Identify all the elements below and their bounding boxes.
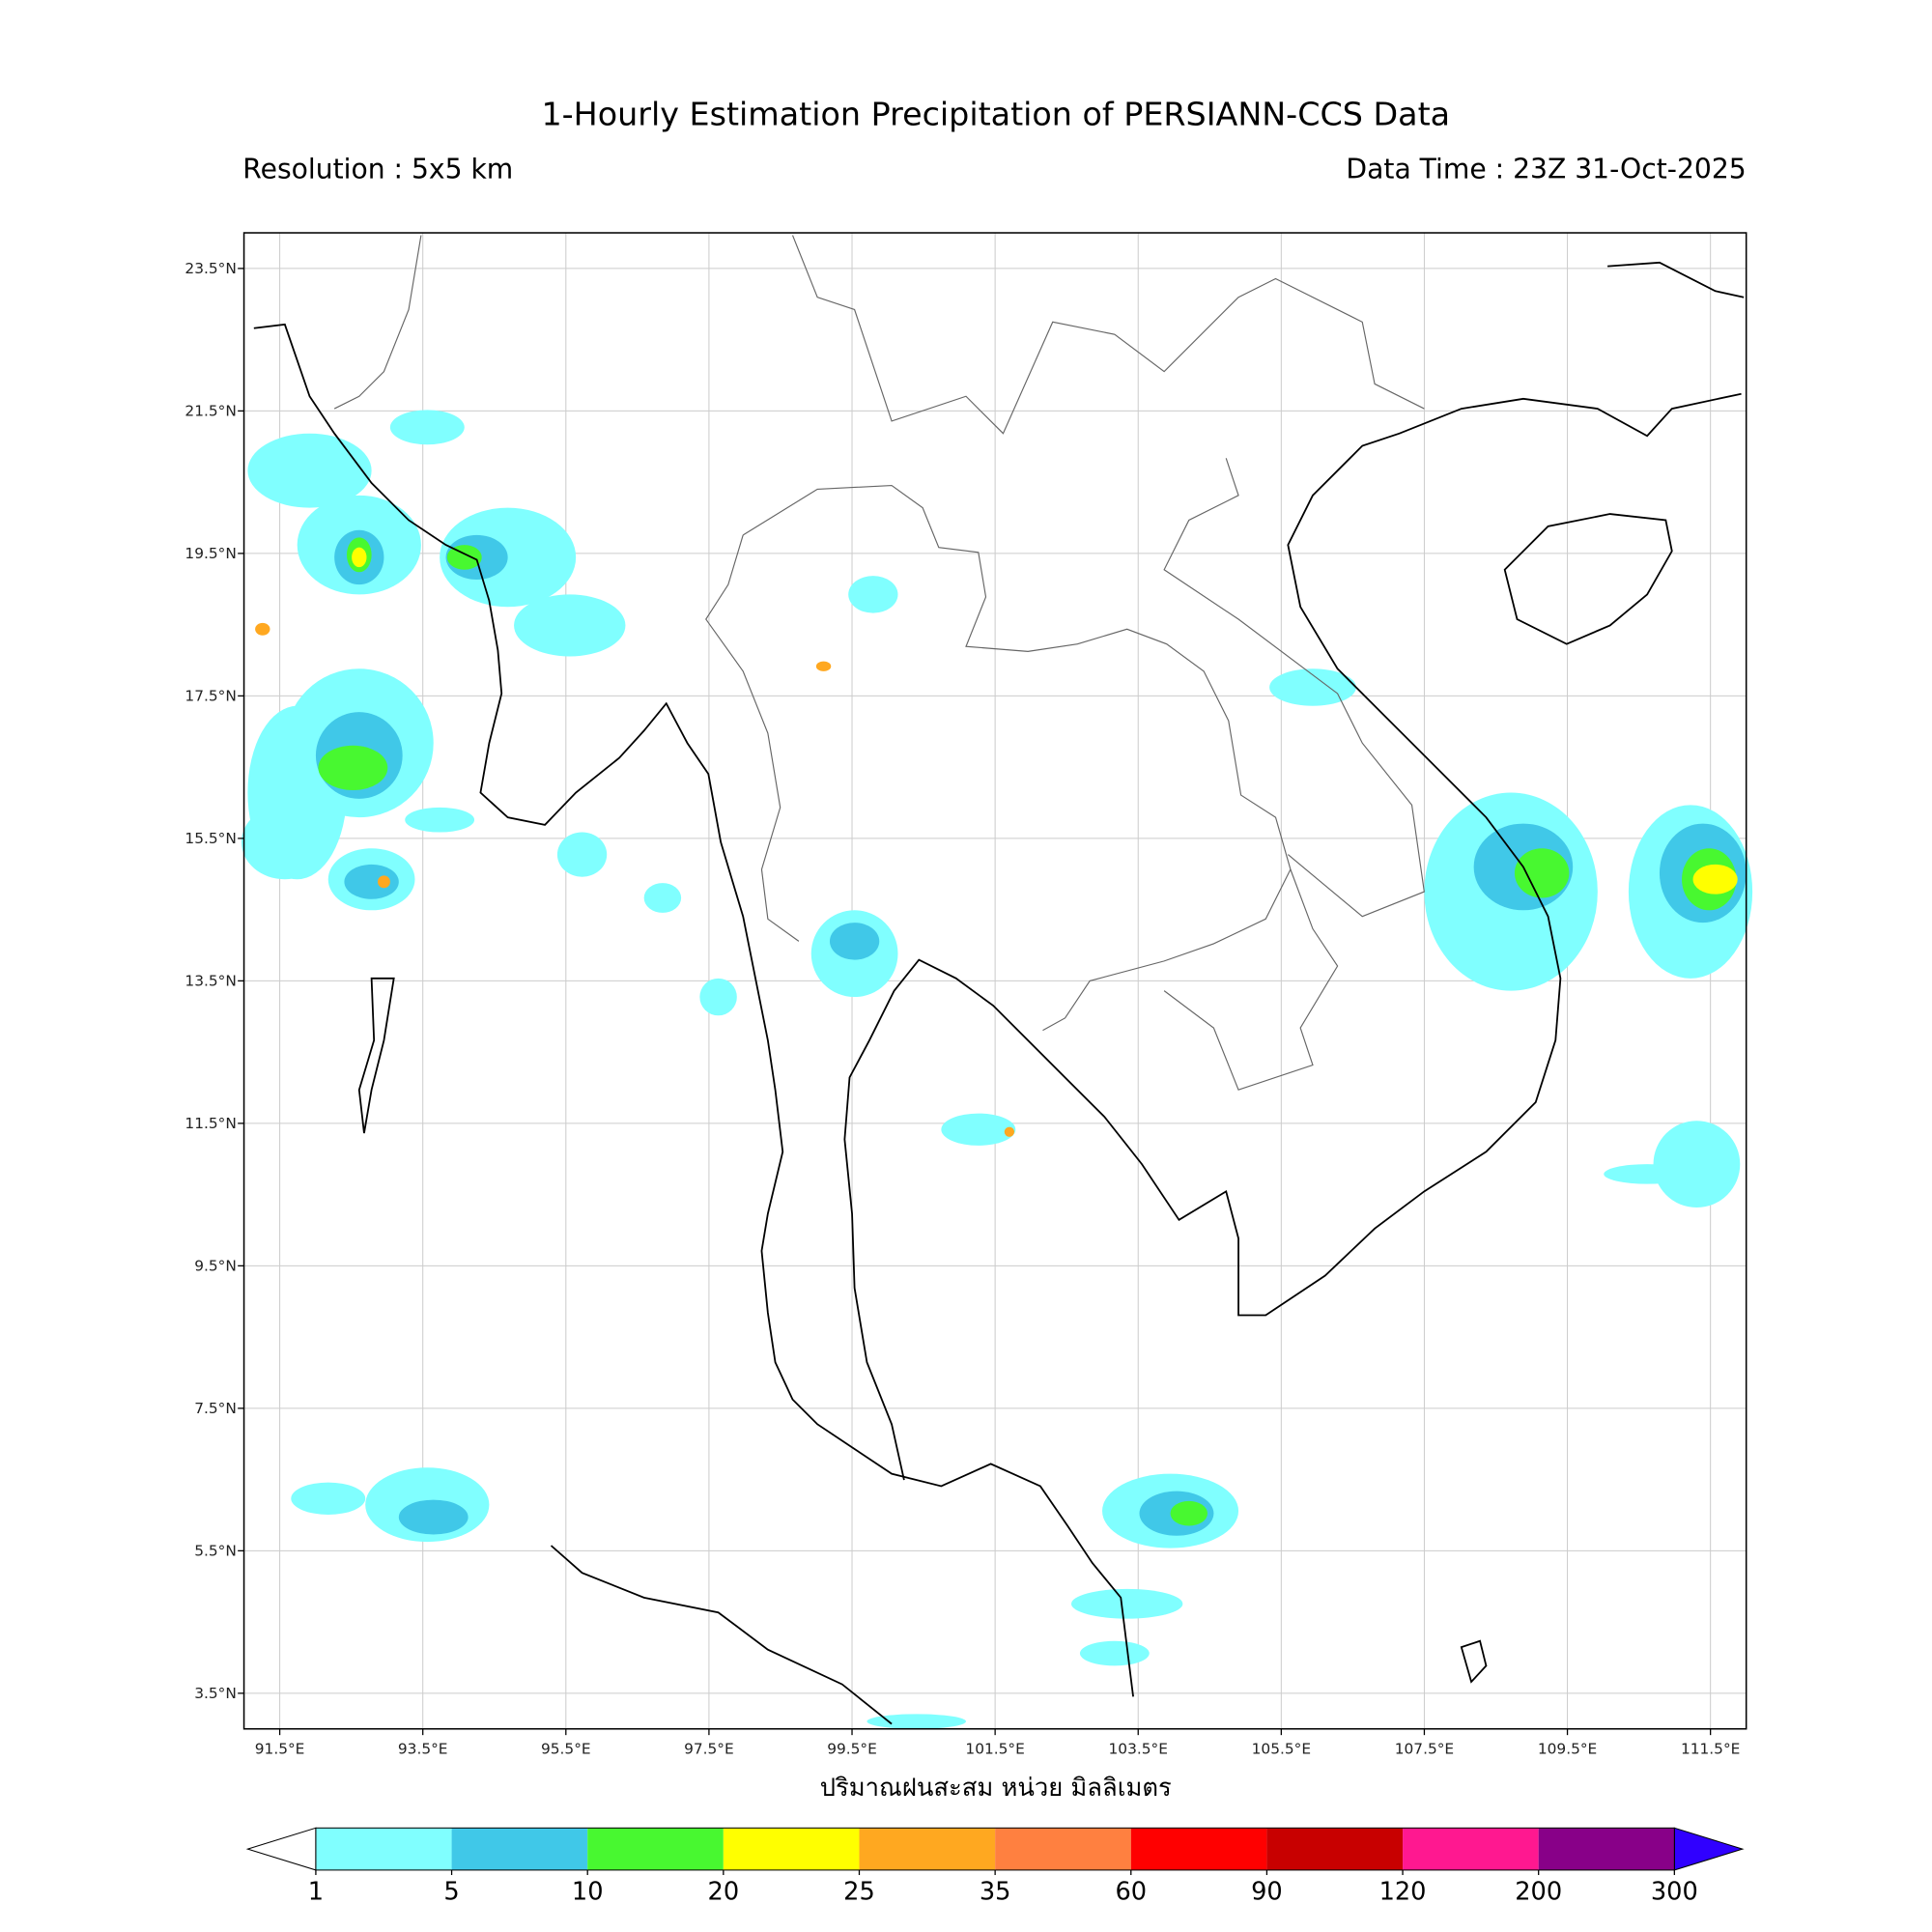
colorbar-bin [995,1828,1131,1870]
colorbar-label: ปริมาณฝนสะสม หน่วย มิลลิเมตร [820,1774,1172,1803]
colorbar-bin [1266,1828,1404,1870]
x-tick-label: 101.5°E [965,1740,1024,1757]
colorbar-bin [1130,1828,1267,1870]
y-tick-label: 7.5°N [194,1400,237,1417]
x-tick-label: 105.5°E [1252,1740,1311,1757]
colorbar-tick-label: 5 [443,1878,459,1907]
colorbar-tick-label: 200 [1515,1878,1562,1907]
x-tick-label: 97.5°E [684,1740,734,1757]
colorbar-bin [723,1828,860,1870]
colorbar-tick-label: 25 [843,1878,875,1907]
colorbar-tick-label: 20 [708,1878,740,1907]
x-tick-label: 107.5°E [1395,1740,1454,1757]
y-tick-label: 5.5°N [194,1543,237,1560]
y-tick-label: 11.5°N [185,1115,236,1132]
colorbar-bin [1403,1828,1539,1870]
colorbar-tick-label: 10 [572,1878,604,1907]
colorbar-tick-label: 35 [980,1878,1011,1907]
colorbar-bin [451,1828,588,1870]
colorbar-over [1673,1827,1745,1871]
y-tick-label: 17.5°N [185,688,236,705]
y-tick-label: 15.5°N [185,830,236,847]
colorbar-bin [1538,1828,1675,1870]
colorbar-tick-label: 300 [1651,1878,1698,1907]
x-tick-label: 93.5°E [398,1740,448,1757]
x-tick-label: 91.5°E [255,1740,305,1757]
colorbar-tick-label: 1 [308,1878,324,1907]
x-tick-label: 111.5°E [1681,1740,1740,1757]
colorbar-bin [587,1828,724,1870]
data-time: Data Time : 23Z 31-Oct-2025 [1346,154,1746,185]
colorbar-tick-label: 120 [1379,1878,1427,1907]
x-tick-label: 99.5°E [827,1740,877,1757]
x-tick-label: 103.5°E [1109,1740,1168,1757]
y-tick-label: 13.5°N [185,973,236,990]
x-tick-label: 109.5°E [1538,1740,1597,1757]
colorbar: 1 5 10 20 25 35 60 90 120 200 300 [245,1827,1745,1907]
resolution: Resolution : 5x5 km [242,154,513,185]
y-tick-label: 21.5°N [185,403,236,420]
x-tick-label: 95.5°E [541,1740,591,1757]
colorbar-bin [315,1828,452,1870]
y-tick-label: 23.5°N [185,260,236,277]
colorbar-tick-label: 90 [1251,1878,1283,1907]
colorbar-under [245,1827,317,1871]
title: 1-Hourly Estimation Precipitation of PER… [541,95,1450,132]
rain-field [242,410,1753,1729]
coastlines [253,261,1745,1725]
borders [333,235,1425,1091]
colorbar-bin [859,1828,996,1870]
colorbar-tick-label: 60 [1115,1878,1147,1907]
y-tick-label: 3.5°N [194,1685,237,1702]
y-tick-label: 9.5°N [194,1258,237,1275]
y-tick-label: 19.5°N [185,545,236,562]
